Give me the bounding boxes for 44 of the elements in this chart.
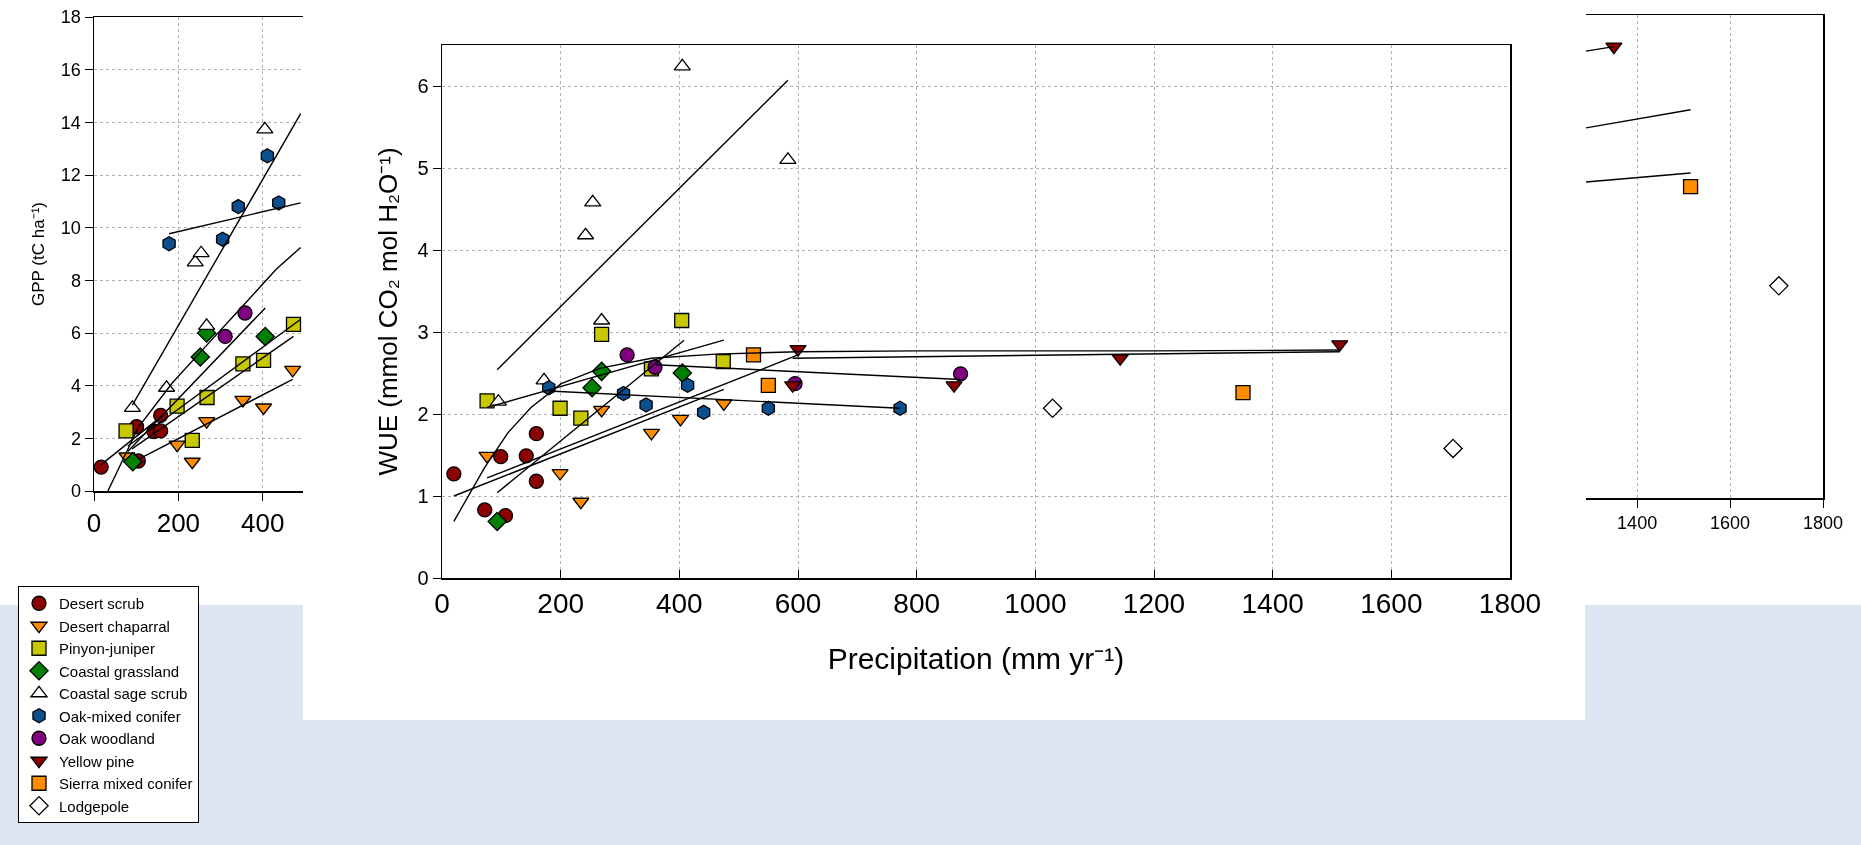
x-tick-label: 1800 [1478, 588, 1542, 620]
x-tick-label: 1600 [1710, 513, 1751, 534]
y-axis-title: WUE (mmol CO₂ mol H₂O⁻¹) [373, 147, 404, 476]
y-tick-label: 2 [417, 403, 429, 425]
y-tick-label: 4 [70, 375, 81, 396]
x-tick-label: 1600 [1360, 588, 1423, 620]
x-tick-label: 1000 [1004, 588, 1067, 620]
y-tick-label: 3 [417, 321, 429, 343]
legend-label: Desert scrub [59, 595, 145, 613]
x-tick-label: 200 [156, 507, 201, 538]
y-tick-label: 14 [60, 112, 81, 133]
legend-label: Sierra mixed conifer [59, 775, 193, 793]
x-tick-label: 1400 [1617, 513, 1658, 534]
x-tick-label: 1400 [1241, 588, 1304, 620]
x-tick-label: 200 [537, 588, 585, 620]
x-tick-label: 1800 [1802, 513, 1844, 534]
legend-label: Coastal grassland [59, 662, 180, 680]
x-tick-label: 400 [655, 588, 703, 620]
legend-label: Oak-mixed conifer [59, 707, 181, 725]
legend-label: Pinyon-juniper [59, 640, 155, 658]
x-tick-label: 1200 [1122, 588, 1186, 620]
y-tick-label: 18 [60, 7, 81, 28]
x-tick-label: 600 [774, 588, 822, 620]
y-tick-label: 6 [417, 75, 429, 97]
y-tick-label: 5 [417, 157, 429, 179]
x-tick-label: 400 [241, 507, 285, 538]
y-tick-label: 16 [60, 59, 81, 80]
legend-label: Lodgepole [59, 797, 130, 815]
legend-label: Desert chaparral [59, 617, 170, 635]
y-tick-label: 4 [417, 239, 429, 261]
legend-label: Oak woodland [59, 730, 155, 748]
y-tick-label: 12 [60, 165, 81, 186]
x-tick-label: 800 [893, 588, 941, 620]
y-tick-label: 8 [70, 270, 81, 291]
y-axis-title: GPP (tC ha⁻¹) [28, 202, 48, 306]
y-tick-label: 10 [60, 217, 81, 238]
y-tick-label: 2 [70, 428, 81, 449]
y-tick-label: 0 [70, 481, 81, 502]
legend-label: Coastal sage scrub [59, 685, 188, 703]
x-axis-title: Precipitation (mm yr⁻¹) [827, 642, 1125, 676]
y-tick-label: 0 [417, 567, 429, 589]
y-tick-label: 6 [70, 323, 81, 344]
y-tick-label: 1 [417, 485, 429, 507]
legend-label: Yellow pine [59, 752, 135, 770]
